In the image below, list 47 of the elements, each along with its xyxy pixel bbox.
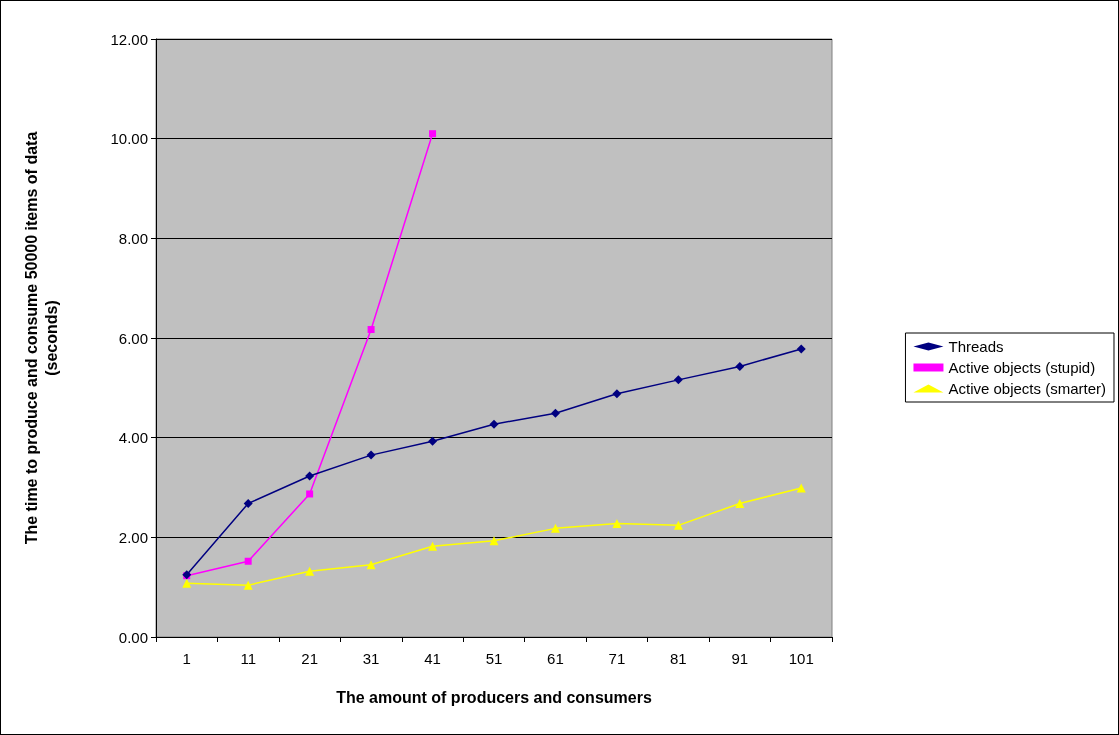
point (550, 523, 560, 533)
x-tick-label: 1 (182, 650, 191, 667)
y-tick-label: 12.00 (110, 30, 148, 48)
point (429, 130, 437, 138)
legend-label: Active objects (smarter) (948, 380, 1107, 397)
x-tick-label: 71 (608, 650, 626, 667)
x-axis-title: The amount of producers and consumers (336, 688, 652, 706)
point (796, 344, 806, 354)
point (673, 375, 683, 385)
legend-label: Threads (948, 338, 1004, 355)
point (366, 450, 376, 460)
point (489, 419, 499, 429)
x-tick-label: 41 (424, 650, 441, 667)
y-tick-label: 8.00 (118, 229, 148, 247)
x-tick-label: 31 (362, 650, 380, 667)
x-tick-label: 91 (731, 650, 749, 667)
point (735, 361, 745, 371)
point (428, 436, 438, 446)
point (428, 541, 438, 551)
x-tick-label: 21 (301, 650, 318, 667)
y-tick-label: 10.00 (110, 130, 148, 148)
point (305, 566, 315, 576)
y-tick-label: 0.00 (118, 628, 148, 646)
x-tick-label: 11 (240, 650, 256, 667)
x-tick-label: 81 (670, 650, 687, 667)
point (243, 580, 253, 590)
point (550, 408, 560, 418)
point (244, 557, 252, 565)
y-tick-label: 2.00 (118, 528, 148, 546)
point (612, 389, 622, 399)
y-tick-label: 4.00 (118, 429, 148, 447)
point (735, 498, 745, 508)
point (366, 560, 376, 570)
x-tick-label: 61 (547, 650, 564, 667)
point (182, 578, 192, 588)
legend-label: Active objects (stupid) (948, 359, 1096, 376)
point (243, 498, 253, 508)
x-tick-label: 51 (485, 650, 503, 667)
point (612, 518, 622, 528)
point (306, 490, 314, 498)
x-tick-label: 101 (788, 650, 814, 667)
point (367, 326, 375, 334)
point (305, 471, 315, 481)
point (673, 520, 683, 530)
y-axis-title: The time to produce and consume 50000 items of data (seconds) (22, 131, 60, 545)
y-tick-label: 6.00 (118, 329, 148, 347)
point (489, 536, 499, 546)
